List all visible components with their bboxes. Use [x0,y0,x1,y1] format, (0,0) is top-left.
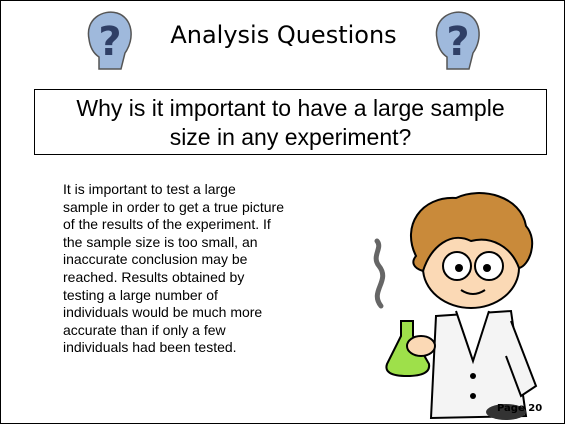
answer-line: reached. Results obtained by [63,269,284,287]
answer-line: accurate than if only a few [63,322,284,340]
title: Analysis Questions [1,21,565,49]
answer-line: sample in order to get a true picture [63,199,284,217]
answer-line: the sample size is too small, an [63,234,284,252]
answer-line: of the results of the experiment. If [63,216,284,234]
page-number: Page 20 [497,403,542,414]
question-line: size in any experiment? [35,123,546,152]
answer-line: testing a large number of [63,287,284,305]
scientist-illustration [361,186,551,423]
answer-line: individuals would be much more [63,304,284,322]
answer-line: It is important to test a large [63,181,284,199]
slide: ? ? Analysis Questions Why is it importa… [0,0,565,424]
answer-line: inaccurate conclusion may be [63,251,284,269]
answer-line: individuals had been tested. [63,339,284,357]
question-line: Why is it important to have a large samp… [35,94,546,123]
question-box: Why is it important to have a large samp… [34,89,547,155]
